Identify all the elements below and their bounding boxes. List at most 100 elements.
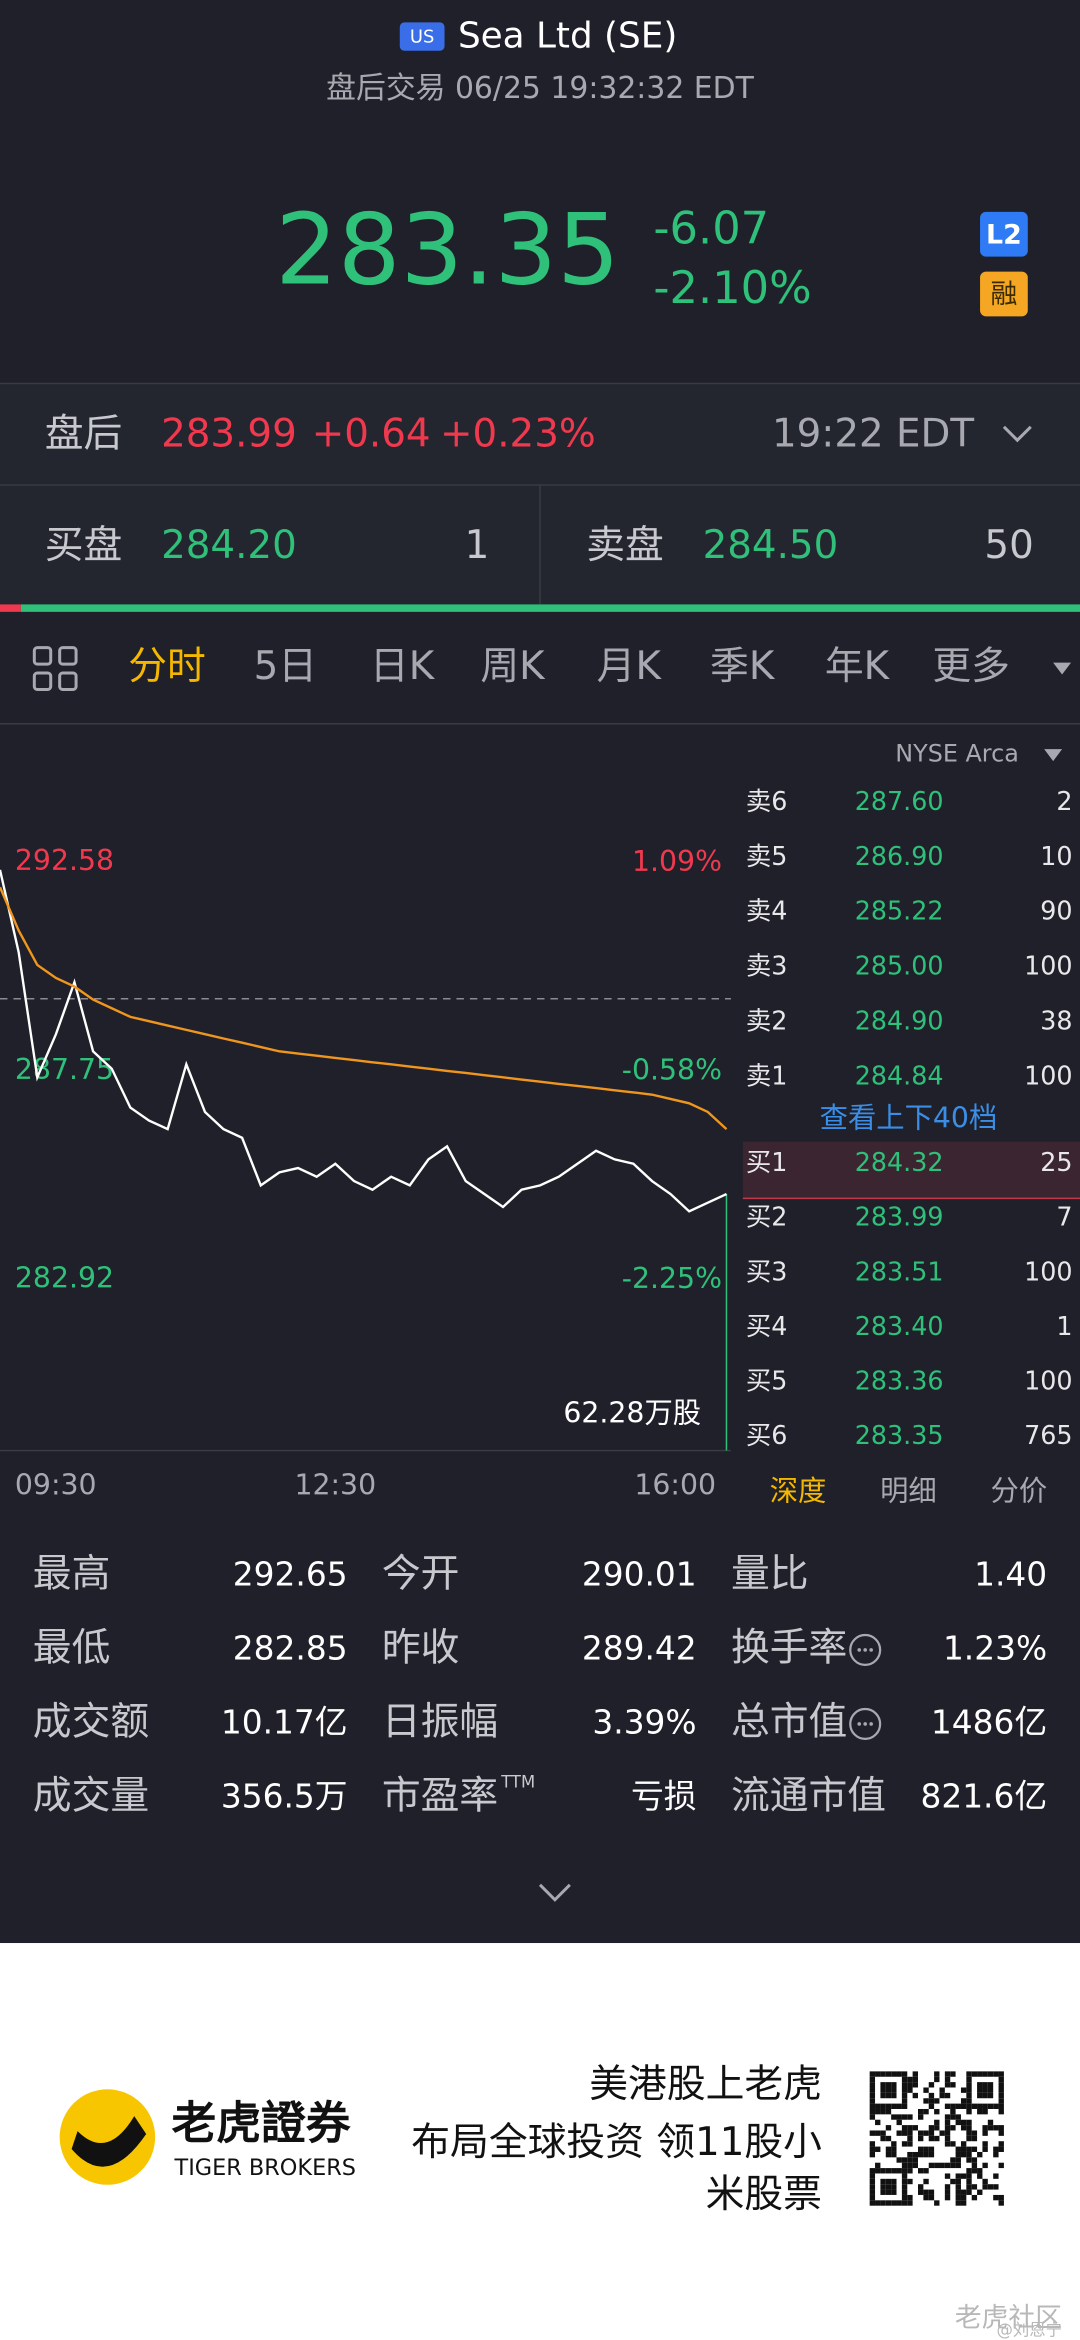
qr-module: [891, 2151, 897, 2158]
ask-size: 50: [984, 523, 1033, 568]
info-icon-dot: [857, 1722, 862, 1726]
venue[interactable]: NYSE Arca: [895, 740, 1019, 768]
qr-module: [982, 2130, 988, 2136]
x-tick-label: 12:30: [294, 1468, 376, 1501]
qr-module: [966, 2146, 972, 2152]
order-price: 285.00: [855, 951, 944, 981]
qr-module: [971, 2071, 978, 2077]
qr-module: [891, 2168, 897, 2174]
after-hours-time[interactable]: 19:22 EDT: [772, 411, 974, 456]
qr-module: [939, 2087, 945, 2093]
qr-module: [987, 2071, 994, 2077]
after-hours-price: 283.99: [161, 411, 297, 456]
qr-module: [880, 2178, 886, 2185]
qr-module: [901, 2178, 908, 2185]
qr-module: [960, 2098, 967, 2104]
qr-module: [880, 2082, 886, 2088]
stat-value: 290.01: [582, 1555, 697, 1593]
chart-tab[interactable]: 季K: [710, 644, 776, 689]
qr-module: [971, 2168, 978, 2174]
l2-badge-text: L2: [986, 219, 1022, 250]
chart-tab[interactable]: 月K: [597, 644, 663, 689]
logo-mark: [71, 2116, 147, 2167]
stat-value: 821.6亿: [920, 1777, 1047, 1815]
order-size: 100: [1024, 1366, 1072, 1396]
more-depth[interactable]: 查看上下40档: [820, 1101, 998, 1134]
qr-module: [885, 2071, 892, 2077]
chart-tab[interactable]: 日K: [370, 644, 436, 689]
qr-module: [960, 2194, 967, 2201]
qr-module: [934, 2135, 940, 2142]
qr-module: [998, 2092, 1004, 2099]
qr-module: [896, 2168, 902, 2174]
margin-badge[interactable]: [980, 271, 1028, 317]
qr-module: [950, 2162, 956, 2169]
qr-module: [923, 2098, 929, 2104]
depth-tab[interactable]: 分价: [991, 1474, 1048, 1507]
chart-tab[interactable]: 分时: [128, 644, 206, 689]
stat-label: 最高: [33, 1551, 111, 1596]
qr-module: [955, 2119, 961, 2126]
chevron-down[interactable]: [1002, 425, 1032, 443]
qr-module: [960, 2087, 967, 2093]
qr-module: [982, 2146, 988, 2152]
qr-module: [928, 2162, 935, 2169]
l2-badge[interactable]: [980, 211, 1028, 257]
depth-tab[interactable]: 深度: [770, 1474, 827, 1507]
qr-module: [977, 2082, 983, 2088]
chart-tab[interactable]: 5日: [254, 644, 317, 689]
qr-module: [998, 2130, 1004, 2136]
qr-module: [977, 2173, 983, 2179]
stat-value: 10.17亿: [221, 1703, 348, 1741]
venue-triangle[interactable]: [1044, 749, 1063, 762]
order-level: 卖5: [746, 841, 787, 871]
qr-module: [934, 2200, 940, 2206]
qr-module: [923, 2130, 929, 2136]
qr-module: [875, 2071, 881, 2077]
depth-tab[interactable]: 明细: [880, 1474, 937, 1507]
qr-module: [982, 2087, 988, 2093]
qr-module: [966, 2087, 972, 2093]
y2-tick-label: 1.09%: [632, 845, 722, 878]
series-line: [0, 869, 727, 1213]
qr-module: [934, 2076, 940, 2083]
qr-module: [912, 2157, 918, 2163]
qr-module: [923, 2151, 929, 2158]
qr-module: [955, 2114, 961, 2120]
qr-module: [982, 2178, 988, 2185]
qr-module: [923, 2189, 929, 2195]
qr-module: [993, 2071, 999, 2077]
qr-module: [998, 2194, 1004, 2201]
grid-icon[interactable]: [32, 646, 78, 691]
qr-module: [896, 2130, 902, 2136]
qr-module: [998, 2098, 1004, 2104]
qr-code: [869, 2071, 1004, 2206]
qr-module: [966, 2168, 972, 2174]
qr-module: [885, 2092, 892, 2099]
watermark: 老虎社区: [955, 2303, 1062, 2334]
expand-chevron[interactable]: [538, 1883, 571, 1902]
qr-module: [891, 2114, 897, 2120]
more-triangle[interactable]: [1053, 662, 1072, 675]
qr-module: [944, 2135, 951, 2142]
order-price: 284.32: [855, 1147, 944, 1177]
qr-module: [993, 2184, 999, 2190]
qr-module: [960, 2125, 967, 2131]
chart-tab[interactable]: 年K: [825, 644, 891, 689]
market-badge: [399, 22, 445, 51]
order-size: 100: [1024, 1060, 1072, 1090]
qr-module: [901, 2200, 908, 2206]
stat-label: 量比: [731, 1551, 809, 1596]
qr-module: [982, 2071, 988, 2077]
qr-module: [923, 2087, 929, 2093]
qr-module: [875, 2162, 881, 2169]
qr-module: [907, 2141, 913, 2147]
qr-module: [907, 2076, 913, 2083]
qr-module: [939, 2130, 945, 2136]
price-change: -6.07: [653, 201, 769, 254]
order-price: 283.36: [855, 1366, 944, 1396]
qr-module: [955, 2178, 961, 2185]
chart-tab[interactable]: 更多: [932, 644, 1010, 689]
chart-tab[interactable]: 周K: [480, 644, 546, 689]
